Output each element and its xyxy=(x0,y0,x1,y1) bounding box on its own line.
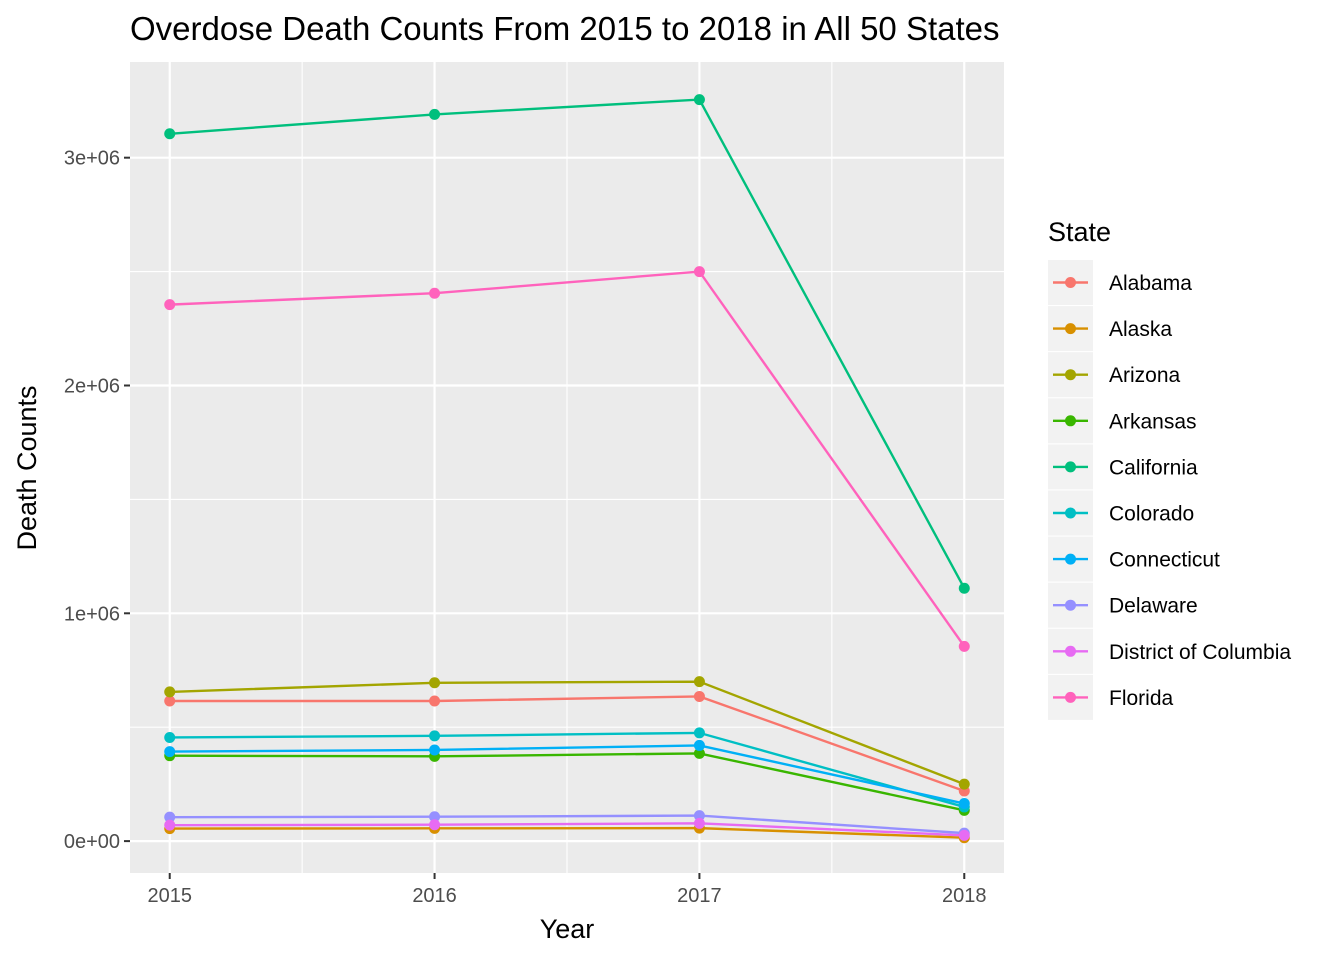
data-point-district-of-columbia xyxy=(429,819,441,831)
legend-label-colorado: Colorado xyxy=(1109,503,1194,526)
x-axis-title: Year xyxy=(540,914,595,944)
legend-key-point-district-of-columbia xyxy=(1065,645,1076,657)
legend-key-point-alabama xyxy=(1065,277,1076,288)
legend-label-alaska: Alaska xyxy=(1109,318,1172,341)
data-point-connecticut xyxy=(164,746,176,758)
legend-label-district-of-columbia: District of Columbia xyxy=(1109,641,1291,664)
series-line-arizona xyxy=(169,680,965,786)
data-point-connecticut xyxy=(693,739,705,751)
data-point-california xyxy=(958,582,970,594)
data-point-district-of-columbia xyxy=(693,817,705,829)
data-point-connecticut xyxy=(429,744,441,756)
data-point-alabama xyxy=(429,695,441,707)
data-point-arizona xyxy=(164,686,176,698)
y-tick-label: 2e+06 xyxy=(64,375,120,397)
legend-label-delaware: Delaware xyxy=(1109,595,1198,618)
x-tick-label: 2017 xyxy=(677,885,722,907)
legend-key-point-delaware xyxy=(1065,599,1076,611)
x-axis: 2015 2016 2017 2018 xyxy=(147,873,987,907)
legend-label-connecticut: Connecticut xyxy=(1109,549,1220,572)
series-line-alaska xyxy=(169,826,965,839)
legend-key-point-california xyxy=(1065,461,1076,473)
data-point-arizona xyxy=(693,676,705,688)
data-point-california xyxy=(429,108,441,120)
series-line-florida xyxy=(169,270,966,648)
legend-key-point-arkansas xyxy=(1065,415,1076,427)
series-line-california xyxy=(169,98,966,589)
legend-key-point-arizona xyxy=(1065,369,1076,381)
data-point-colorado xyxy=(164,731,176,743)
y-tick-label: 1e+06 xyxy=(64,603,120,625)
legend-label-arizona: Arizona xyxy=(1109,364,1181,387)
series-line-alabama xyxy=(169,695,965,793)
series-line-connecticut xyxy=(169,744,965,805)
minor-gridlines xyxy=(130,62,1004,873)
series-line-district-of-columbia xyxy=(169,822,965,837)
data-point-delaware xyxy=(429,811,441,823)
data-point-florida xyxy=(958,640,970,652)
data-point-california xyxy=(693,94,705,106)
y-axis-title: Death Counts xyxy=(12,385,42,550)
data-point-arkansas xyxy=(693,747,705,759)
data-point-florida xyxy=(164,299,176,311)
legend-label-florida: Florida xyxy=(1109,687,1174,710)
data-point-connecticut xyxy=(958,798,970,810)
data-point-california xyxy=(164,128,176,140)
legend-label-california: California xyxy=(1109,456,1198,479)
series-line-colorado xyxy=(169,731,965,809)
series-lines xyxy=(169,98,966,839)
series-points xyxy=(164,94,970,844)
data-point-delaware xyxy=(164,811,176,823)
series-line-delaware xyxy=(169,814,965,835)
chart-title: Overdose Death Counts From 2015 to 2018 … xyxy=(130,10,1000,47)
legend-key-point-connecticut xyxy=(1065,553,1076,565)
data-point-arizona xyxy=(429,677,441,689)
data-point-arizona xyxy=(958,778,970,790)
legend-key-point-colorado xyxy=(1065,507,1076,519)
legend-key-point-florida xyxy=(1065,691,1076,703)
data-point-florida xyxy=(429,287,441,299)
legend: State Alabama Alaska Arizona Arkansas Califo… xyxy=(1048,217,1291,720)
y-axis: 0e+00 1e+06 2e+06 3e+06 xyxy=(64,148,130,853)
legend-title: State xyxy=(1048,217,1111,247)
legend-label-arkansas: Arkansas xyxy=(1109,410,1197,433)
y-tick-label: 3e+06 xyxy=(64,148,120,170)
data-point-colorado xyxy=(429,730,441,742)
legend-label-alabama: Alabama xyxy=(1109,272,1192,295)
data-point-alabama xyxy=(693,690,705,702)
data-point-district-of-columbia xyxy=(958,829,970,841)
data-point-delaware xyxy=(693,810,705,822)
data-point-colorado xyxy=(693,727,705,739)
data-point-alabama xyxy=(164,695,176,707)
y-tick-label: 0e+00 xyxy=(64,831,120,853)
x-tick-label: 2016 xyxy=(412,885,457,907)
x-tick-label: 2018 xyxy=(942,885,987,907)
series-line-arkansas xyxy=(169,752,965,812)
x-tick-label: 2015 xyxy=(147,885,192,907)
data-point-district-of-columbia xyxy=(164,819,176,831)
legend-key-point-alaska xyxy=(1065,323,1076,335)
data-point-florida xyxy=(693,266,705,278)
